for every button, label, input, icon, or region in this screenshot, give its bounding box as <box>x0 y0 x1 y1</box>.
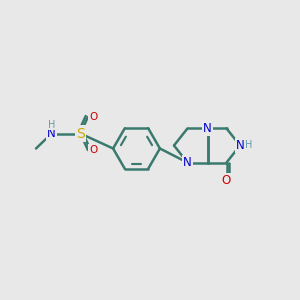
Text: N: N <box>47 127 56 140</box>
Text: O: O <box>89 145 98 155</box>
Text: O: O <box>89 112 98 122</box>
Text: H: H <box>48 119 55 130</box>
Text: S: S <box>76 127 85 140</box>
Text: N: N <box>236 139 244 152</box>
Text: N: N <box>203 122 212 135</box>
Text: O: O <box>222 174 231 187</box>
Text: H: H <box>245 140 253 151</box>
Text: N: N <box>183 156 192 169</box>
